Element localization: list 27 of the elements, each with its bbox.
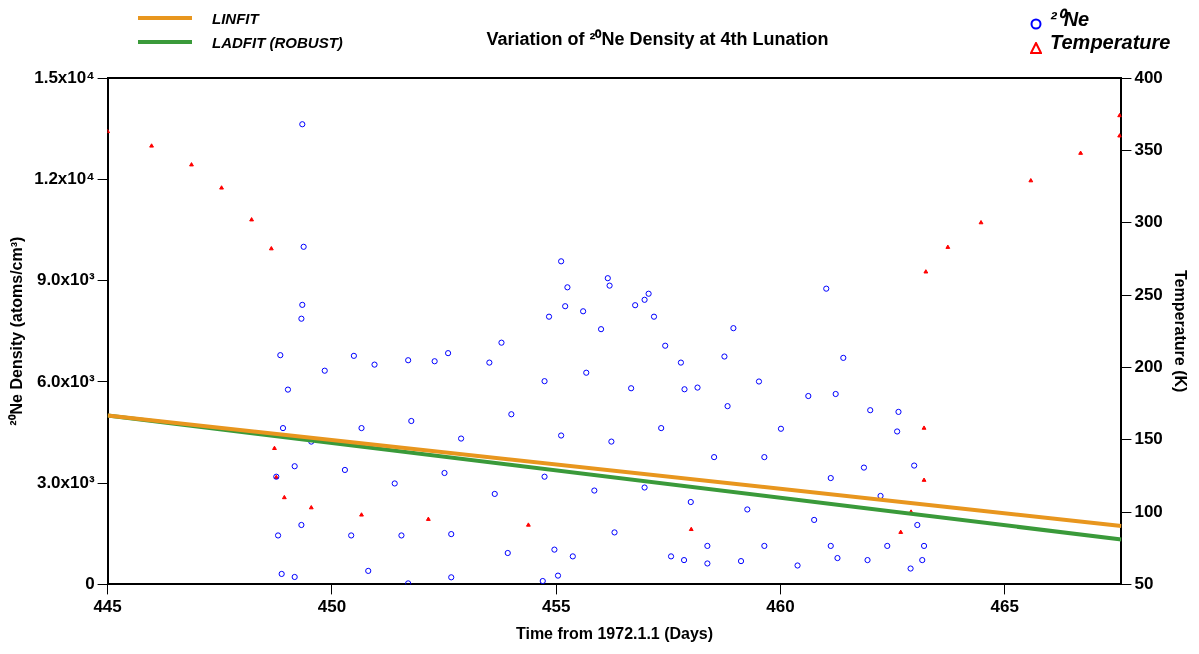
y2-tick-label: 150 — [1134, 429, 1163, 449]
y2-tick-label: 350 — [1134, 140, 1163, 160]
y2-tick-label: 250 — [1134, 284, 1163, 304]
y2-axis-title: Temperature (K) — [1171, 270, 1189, 393]
legend-label: Temperature — [1050, 30, 1171, 54]
legend-label: ²⁰Ne — [1050, 6, 1090, 32]
x-tick-label: 455 — [542, 597, 571, 617]
x-tick-label: 460 — [766, 597, 795, 617]
y-tick-label: 3.0x10³ — [36, 472, 95, 492]
legend-label: LADFIT (ROBUST) — [212, 33, 343, 51]
y-tick-label: 1.5x10⁴ — [34, 67, 95, 87]
y-tick-label: 0 — [85, 574, 95, 594]
y-tick-label: 1.2x10⁴ — [34, 168, 95, 188]
y-tick-label: 9.0x10³ — [36, 270, 95, 290]
y-axis-title: ²⁰Ne Density (atoms/cm³) — [8, 236, 26, 426]
y2-tick-label: 300 — [1134, 212, 1163, 232]
x-tick-label: 450 — [317, 597, 347, 617]
y2-tick-label: 100 — [1134, 501, 1163, 521]
y2-tick-label: 50 — [1134, 574, 1154, 594]
x-tick-label: 445 — [93, 597, 122, 617]
y2-tick-label: 200 — [1134, 357, 1163, 377]
y-tick-label: 6.0x10³ — [36, 371, 95, 391]
x-tick-label: 465 — [990, 597, 1019, 617]
chart-title: Variation of ²⁰Ne Density at 4th Lunation — [486, 29, 829, 49]
y2-tick-label: 400 — [1134, 67, 1163, 87]
legend-label: LINFIT — [212, 9, 259, 27]
x-axis-title: Time from 1972.1.1 (Days) — [515, 624, 714, 642]
